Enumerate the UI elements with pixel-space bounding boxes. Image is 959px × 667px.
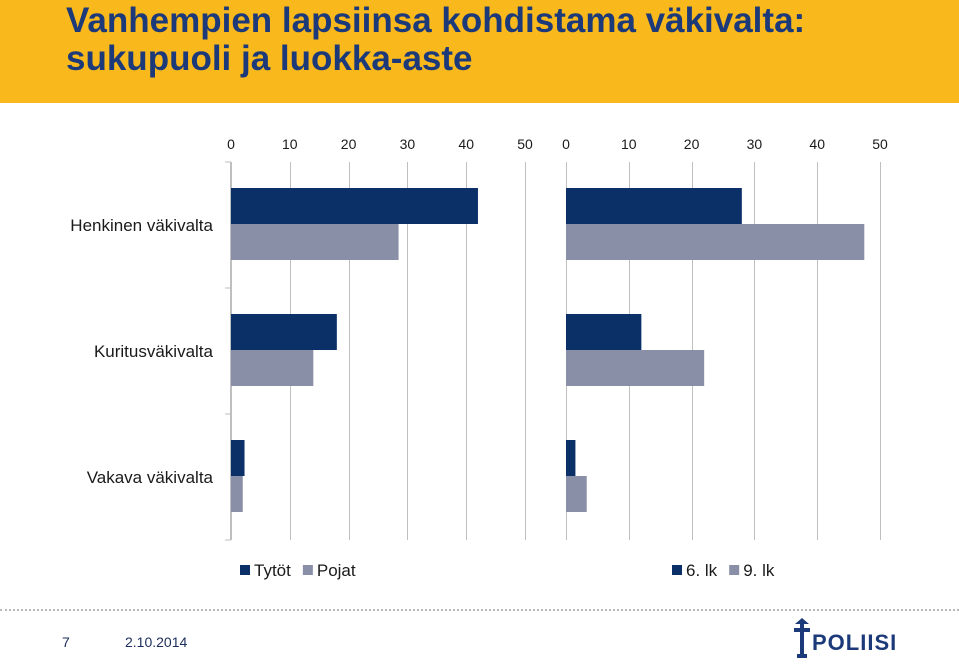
legend-swatch [672, 565, 682, 575]
legend-label: Tytöt [254, 561, 291, 580]
category-label: Henkinen väkivalta [70, 216, 213, 235]
poliisi-emblem-icon [794, 618, 810, 658]
bar-grade-series-0 [566, 314, 642, 350]
poliisi-logo: POLIISI [792, 618, 902, 662]
footer-divider [0, 609, 959, 611]
bar-grade-series-0 [566, 440, 576, 476]
bar-grade-series-0 [566, 188, 742, 224]
x-tick-label: 20 [341, 136, 357, 152]
bar-grade-series-1 [566, 350, 705, 386]
bar-gender-series-1 [231, 350, 314, 386]
bar-gender-series-1 [231, 224, 399, 260]
x-tick-label: 30 [400, 136, 416, 152]
category-label: Kuritusväkivalta [94, 342, 214, 361]
x-tick-label: 0 [227, 136, 235, 152]
slide-date: 2.10.2014 [125, 634, 188, 650]
bar-grade-series-1 [566, 476, 587, 512]
bar-gender-series-0 [231, 314, 337, 350]
x-tick-label: 10 [621, 136, 637, 152]
page-number: 7 [62, 634, 70, 650]
bar-gender-series-1 [231, 476, 243, 512]
bar-gender-series-0 [231, 188, 478, 224]
bar-gender-series-0 [231, 440, 245, 476]
legend-swatch [729, 565, 740, 575]
x-tick-label: 50 [872, 136, 888, 152]
x-tick-label: 10 [282, 136, 298, 152]
category-label: Vakava väkivalta [87, 468, 214, 487]
poliisi-logo-text: POLIISI [812, 630, 898, 655]
x-tick-label: 20 [684, 136, 700, 152]
bar-grade-series-1 [566, 224, 865, 260]
x-tick-label: 30 [747, 136, 763, 152]
legend-label: 9. lk [743, 561, 775, 580]
title-band: Vanhempien lapsiinsa kohdistama väkivalt… [0, 0, 959, 103]
legend-swatch [240, 565, 250, 575]
legend-label: 6. lk [686, 561, 718, 580]
x-tick-label: 0 [562, 136, 570, 152]
x-tick-label: 50 [517, 136, 533, 152]
x-tick-label: 40 [458, 136, 474, 152]
slide-title: Vanhempien lapsiinsa kohdistama väkivalt… [66, 1, 806, 78]
legend-swatch [302, 565, 313, 575]
x-tick-label: 40 [809, 136, 825, 152]
legend-label: Pojat [317, 561, 356, 580]
